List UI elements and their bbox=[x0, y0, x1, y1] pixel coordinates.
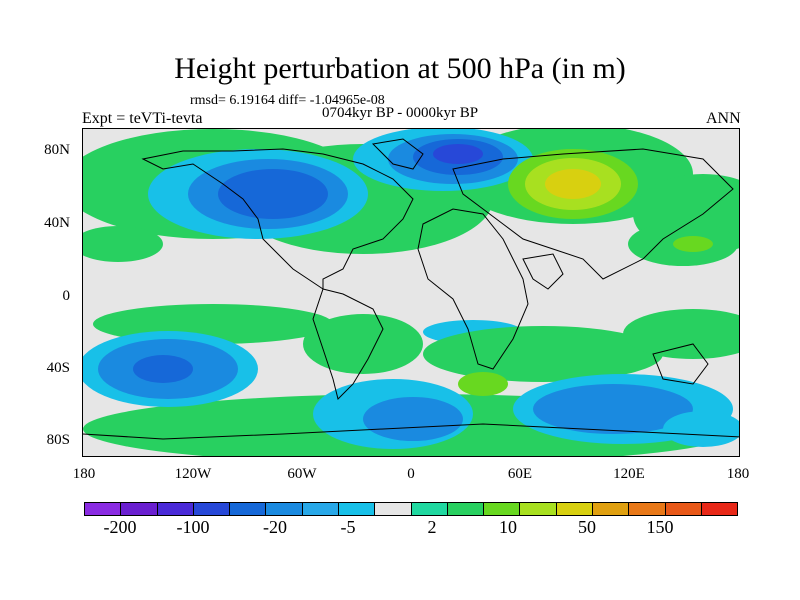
lat-label-40s: 40S bbox=[46, 360, 70, 376]
cbar-label-2: -100 bbox=[176, 517, 210, 537]
cbar-label-7: 50 bbox=[578, 517, 596, 537]
colorbar-box bbox=[411, 503, 448, 515]
colorbar-box bbox=[266, 503, 303, 515]
lat-label-80s: 80S bbox=[46, 432, 70, 448]
lon-label-120w: 120W bbox=[174, 466, 212, 482]
lon-label-0: 0 bbox=[407, 466, 415, 482]
colorbar-box bbox=[556, 503, 593, 515]
colorbar-box bbox=[520, 503, 557, 515]
colorbar-box bbox=[447, 503, 485, 515]
lat-label-0: 0 bbox=[62, 288, 71, 304]
colorbar-box bbox=[230, 503, 267, 515]
colorbar-box bbox=[701, 503, 738, 515]
colorbar-box bbox=[193, 503, 231, 515]
rmsd-diff-stats: rmsd= 6.19164 diff= -1.04965e-08 bbox=[190, 93, 385, 108]
cbar-label-1: -200 bbox=[103, 517, 137, 537]
colorbar bbox=[84, 502, 738, 516]
lat-label-80n: 80N bbox=[44, 142, 70, 158]
lon-label-60e: 60E bbox=[507, 466, 533, 482]
cbar-label-5: 2 bbox=[427, 517, 437, 537]
cbar-label-4: -5 bbox=[340, 517, 356, 537]
experiment-label: Expt = teVTi-tevta bbox=[82, 110, 203, 127]
map-panel bbox=[82, 128, 740, 457]
cbar-label-3: -20 bbox=[263, 517, 287, 537]
colorbar-box bbox=[665, 503, 702, 515]
season-label: ANN bbox=[706, 110, 741, 127]
colorbar-box bbox=[85, 503, 122, 515]
lon-label-120e: 120E bbox=[613, 466, 645, 482]
cbar-label-8: 150 bbox=[646, 517, 674, 537]
lat-label-40n: 40N bbox=[44, 215, 70, 231]
colorbar-box bbox=[375, 503, 412, 515]
plot-title: Height perturbation at 500 hPa (in m) bbox=[174, 52, 626, 85]
coastlines bbox=[83, 138, 739, 440]
colorbar-box bbox=[484, 503, 521, 515]
sh-blue-lows bbox=[83, 331, 739, 449]
siberian-high bbox=[508, 149, 638, 219]
lon-label-60w: 60W bbox=[287, 466, 317, 482]
lon-label-180w: 180 bbox=[72, 466, 96, 482]
lon-label-180e: 180 bbox=[726, 466, 750, 482]
colorbar-box bbox=[157, 503, 194, 515]
colorbar-box bbox=[592, 503, 630, 515]
cbar-label-6: 10 bbox=[499, 517, 517, 537]
contour-map bbox=[83, 129, 739, 456]
nh-blue-lows bbox=[148, 129, 533, 239]
colorbar-box bbox=[121, 503, 158, 515]
time-period-label: 0704kyr BP - 0000kyr BP bbox=[322, 105, 479, 121]
colorbar-box bbox=[629, 503, 666, 515]
colorbar-box bbox=[302, 503, 339, 515]
colorbar-box bbox=[338, 503, 376, 515]
